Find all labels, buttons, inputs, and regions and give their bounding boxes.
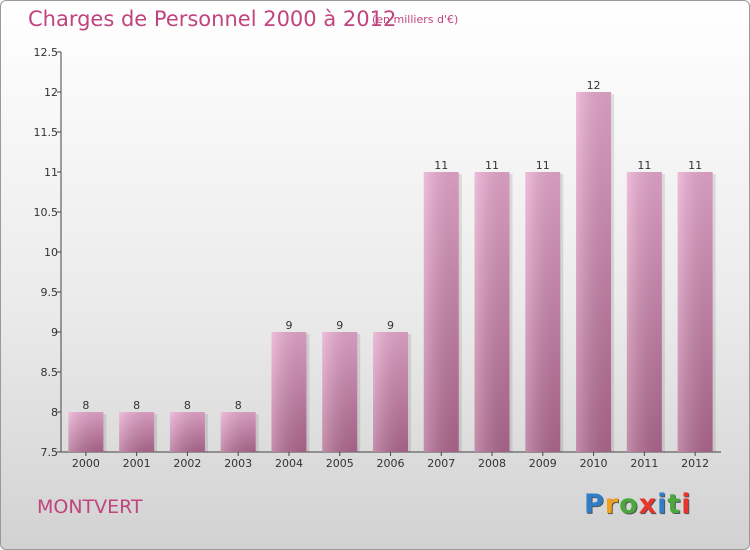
commune-name: MONTVERT xyxy=(37,496,143,518)
bar-highlight xyxy=(626,172,662,452)
y-tick-label: 8 xyxy=(51,406,58,419)
x-tick-label: 2010 xyxy=(580,457,608,470)
x-tick-label: 2011 xyxy=(630,457,658,470)
logo-letter: t xyxy=(667,489,682,520)
bar-highlight xyxy=(322,332,358,452)
bar-value-label: 8 xyxy=(184,399,191,412)
logo-letter: i xyxy=(657,489,668,520)
bar-highlight xyxy=(525,172,561,452)
x-tick-label: 2001 xyxy=(123,457,151,470)
y-tick-label: 10.5 xyxy=(34,206,59,219)
bar-value-label: 8 xyxy=(133,399,140,412)
x-tick-label: 2007 xyxy=(427,457,455,470)
y-tick-label: 7.5 xyxy=(41,446,59,459)
proxiti-logo: Proxiti xyxy=(584,489,692,520)
y-tick-label: 11.5 xyxy=(34,126,59,139)
bar-highlight xyxy=(677,172,713,452)
bar-value-label: 8 xyxy=(235,399,242,412)
x-tick-label: 2003 xyxy=(224,457,252,470)
bar-value-label: 9 xyxy=(387,319,394,332)
x-tick-label: 2000 xyxy=(72,457,100,470)
bar-value-label: 11 xyxy=(536,159,550,172)
logo-letter: i xyxy=(681,489,692,520)
y-tick-label: 12 xyxy=(44,86,58,99)
logo-letter: r xyxy=(604,489,620,520)
x-tick-label: 2002 xyxy=(173,457,201,470)
x-tick-label: 2004 xyxy=(275,457,303,470)
x-tick-label: 2012 xyxy=(681,457,709,470)
y-tick-label: 11 xyxy=(44,166,58,179)
bar-value-label: 11 xyxy=(637,159,651,172)
x-tick-label: 2009 xyxy=(529,457,557,470)
x-tick-label: 2008 xyxy=(478,457,506,470)
logo-letter: o xyxy=(619,489,639,520)
bar-highlight xyxy=(576,92,612,452)
y-tick-label: 9 xyxy=(51,326,58,339)
bar-highlight xyxy=(220,412,256,452)
y-tick-label: 10 xyxy=(44,246,58,259)
bar-value-label: 8 xyxy=(82,399,89,412)
bar-highlight xyxy=(474,172,510,452)
bar-highlight xyxy=(119,412,155,452)
bar-value-label: 11 xyxy=(434,159,448,172)
bar-value-label: 9 xyxy=(285,319,292,332)
y-tick-label: 12.5 xyxy=(34,46,59,59)
bar-highlight xyxy=(169,412,205,452)
bar-value-label: 12 xyxy=(587,79,601,92)
bar-highlight xyxy=(373,332,408,452)
bar-value-label: 9 xyxy=(336,319,343,332)
y-tick-label: 8.5 xyxy=(41,366,59,379)
bar-highlight xyxy=(423,172,459,452)
logo-letter: x xyxy=(638,489,658,520)
bar-value-label: 11 xyxy=(485,159,499,172)
x-tick-label: 2005 xyxy=(326,457,354,470)
logo-letter: P xyxy=(584,489,605,520)
bar-highlight xyxy=(271,332,307,452)
bar-value-label: 11 xyxy=(688,159,702,172)
chart-title: Charges de Personnel 2000 à 2012 xyxy=(28,7,397,31)
x-tick-label: 2006 xyxy=(377,457,405,470)
y-tick-label: 9.5 xyxy=(41,286,59,299)
chart-unit: (en milliers d'€) xyxy=(372,13,459,26)
bar-highlight xyxy=(68,412,104,452)
